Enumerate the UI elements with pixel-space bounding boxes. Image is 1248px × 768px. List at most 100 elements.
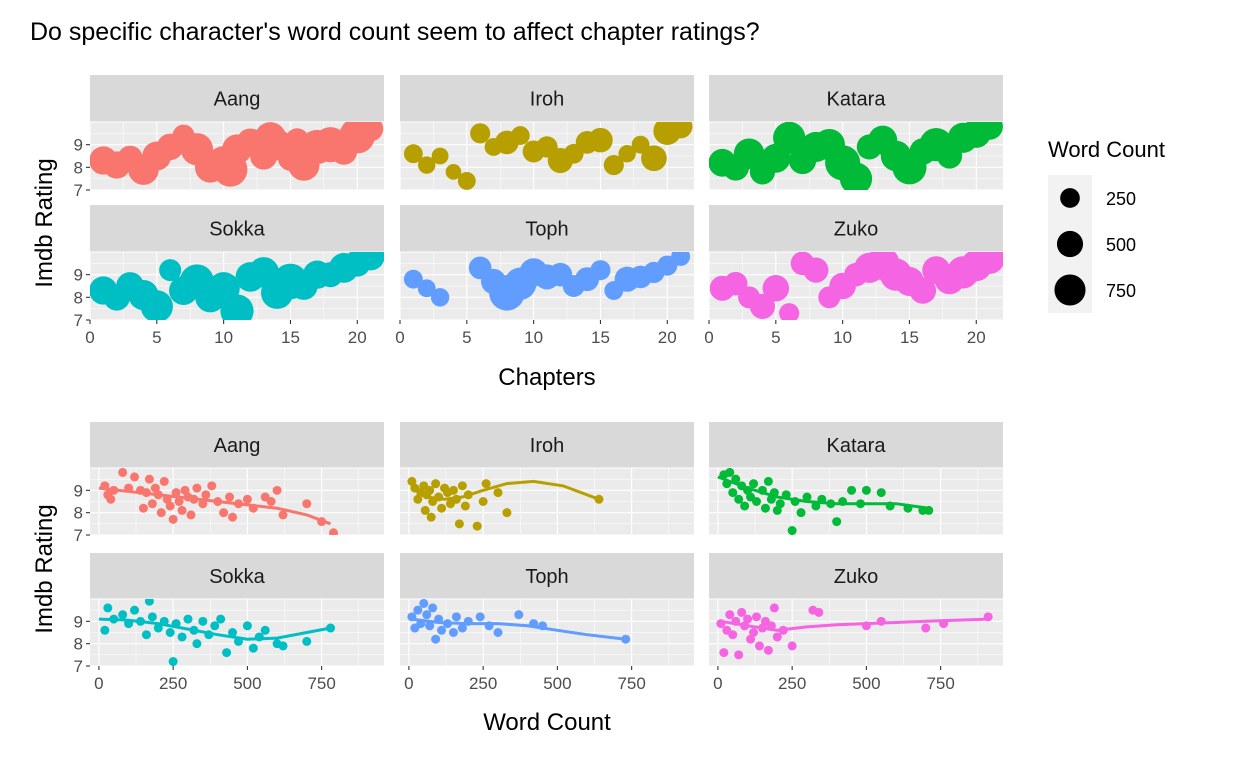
facet-label: Aang	[214, 89, 261, 111]
y-tick-label: 8	[74, 288, 83, 307]
legend-label: 750	[1106, 281, 1136, 301]
data-point	[168, 514, 178, 524]
panel-points	[98, 468, 339, 535]
data-point	[130, 605, 140, 615]
y-axis-label: Imdb Rating	[31, 504, 58, 633]
data-point	[588, 127, 613, 153]
facet-aang: Aang 7 8 9	[74, 422, 384, 545]
data-point	[909, 277, 937, 304]
legend-key	[1054, 274, 1086, 306]
data-point	[743, 614, 753, 624]
data-point	[216, 614, 226, 624]
data-point	[775, 499, 785, 509]
x-tick-label: 500	[543, 674, 571, 693]
data-point	[278, 641, 288, 651]
data-point	[106, 494, 116, 504]
data-point	[445, 164, 462, 180]
facet-iroh: Iroh	[399, 75, 694, 191]
data-point	[603, 155, 624, 176]
data-point	[725, 610, 735, 620]
facet-strip	[400, 205, 694, 252]
data-point	[177, 505, 187, 515]
facet-iroh: Iroh	[400, 422, 694, 536]
x-tick-label: 20	[967, 328, 986, 347]
x-tick-label: 20	[348, 328, 367, 347]
legend-title: Word Count	[1048, 137, 1165, 162]
smooth-line	[98, 486, 332, 526]
chart-title: Do specific character's word count seem …	[30, 18, 760, 46]
facet-toph: Toph 0 5 10 15 20	[395, 205, 694, 347]
x-tick-label: 500	[233, 674, 261, 693]
facet-toph: Toph 0 250 500 750	[400, 553, 694, 693]
data-point	[130, 472, 140, 482]
x-tick-label: 5	[152, 328, 161, 347]
facet-label: Aang	[214, 435, 261, 457]
data-point	[769, 603, 779, 613]
data-point	[225, 492, 235, 502]
data-point	[422, 610, 432, 620]
legend-label: 250	[1106, 189, 1136, 209]
data-point	[760, 503, 770, 513]
data-point	[772, 505, 782, 515]
data-point	[803, 257, 829, 283]
x-tick-label: 250	[159, 674, 187, 693]
legend: Word Count 250 500 750	[1048, 137, 1165, 313]
data-point	[171, 488, 181, 498]
facet-strip	[400, 75, 694, 122]
data-point	[618, 145, 636, 163]
facet-strip	[90, 205, 384, 252]
data-point	[454, 519, 464, 529]
data-point	[118, 468, 128, 477]
y-tick-label: 9	[74, 266, 83, 285]
panel-points	[709, 122, 1003, 190]
data-point	[457, 481, 467, 491]
facet-strip	[90, 553, 384, 599]
data-point	[144, 474, 154, 484]
data-point	[876, 488, 886, 498]
data-point	[773, 122, 806, 154]
data-point	[754, 641, 764, 651]
data-point	[728, 488, 738, 498]
data-point	[802, 492, 812, 502]
data-point	[198, 616, 208, 626]
data-point	[787, 641, 797, 651]
x-tick-label: 0	[94, 674, 103, 693]
x-tick-label: 500	[852, 674, 880, 693]
data-point	[457, 623, 467, 633]
facet-label: Toph	[525, 566, 568, 588]
x-tick-label: 10	[524, 328, 543, 347]
data-point	[329, 528, 339, 535]
data-point	[419, 599, 429, 608]
data-point	[147, 499, 157, 509]
data-point	[407, 476, 417, 486]
data-point	[138, 503, 148, 513]
y-tick-label: 9	[74, 612, 83, 631]
data-point	[510, 126, 530, 146]
data-point	[431, 479, 441, 489]
data-point	[159, 259, 182, 282]
data-point	[448, 628, 458, 637]
data-point	[430, 288, 450, 307]
data-point	[403, 144, 423, 164]
data-point	[847, 485, 857, 495]
data-point	[413, 494, 423, 504]
data-point	[590, 260, 611, 281]
data-point	[177, 632, 187, 642]
panel-points	[716, 603, 993, 660]
data-point	[278, 510, 288, 520]
data-point	[752, 497, 762, 506]
x-tick-label: 5	[771, 328, 780, 347]
panel-points	[403, 122, 693, 190]
data-point	[437, 503, 447, 513]
data-point	[222, 648, 232, 658]
facet-label: Zuko	[834, 566, 878, 588]
x-axis-label: Word Count	[483, 709, 611, 736]
data-point	[493, 488, 503, 498]
facet-strip	[400, 553, 694, 599]
panel-points	[98, 599, 336, 666]
data-point	[358, 122, 384, 142]
data-point	[417, 279, 436, 298]
data-point	[431, 147, 449, 165]
data-point	[475, 612, 485, 622]
